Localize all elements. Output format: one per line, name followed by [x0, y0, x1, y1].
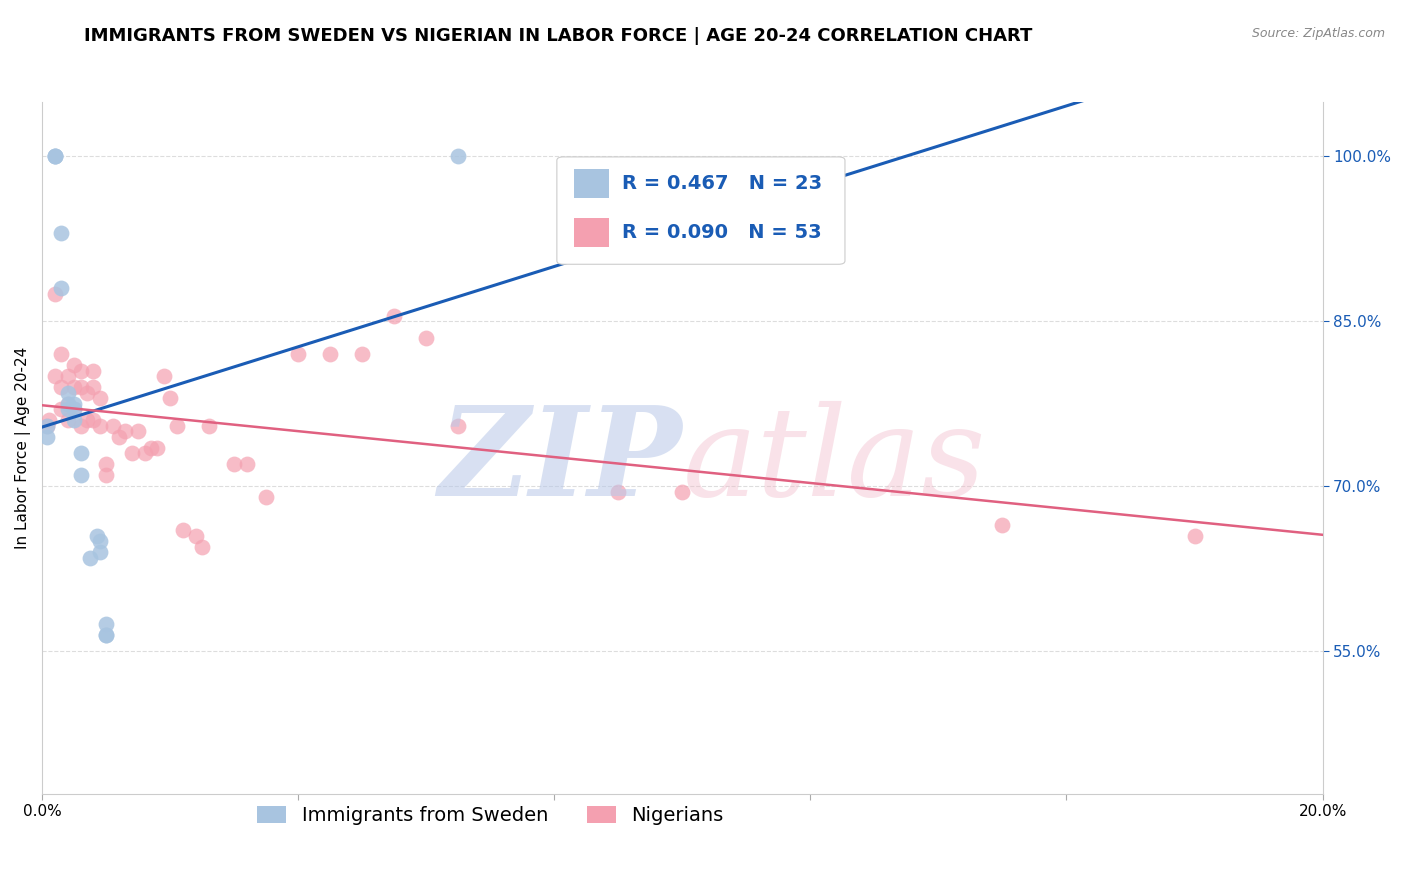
Point [152, 369, 174, 384]
Point [236, 457, 259, 471]
Point [79, 550, 101, 565]
FancyBboxPatch shape [574, 169, 609, 199]
Point [38, 413, 60, 427]
Point [37, 418, 59, 433]
Point [69, 468, 91, 483]
Point [37, 430, 59, 444]
Point [82, 413, 104, 427]
Point [51, 347, 73, 361]
Point [44, 149, 66, 163]
Point [56, 397, 79, 411]
Point [101, 418, 124, 433]
Point [56, 402, 79, 417]
Point [991, 517, 1014, 532]
Point [37, 418, 59, 433]
Point [146, 441, 169, 455]
Point [89, 545, 111, 559]
Point [69, 446, 91, 460]
Point [44, 369, 66, 384]
Point [86, 529, 108, 543]
Point [69, 364, 91, 378]
Point [254, 490, 277, 504]
Point [127, 425, 149, 439]
Text: atlas: atlas [682, 401, 986, 523]
FancyBboxPatch shape [574, 218, 609, 247]
Point [191, 540, 214, 554]
Point [94, 627, 117, 641]
Point [56, 369, 79, 384]
Point [447, 418, 470, 433]
Point [197, 418, 219, 433]
Point [172, 523, 194, 537]
Point [44, 149, 66, 163]
Point [352, 347, 374, 361]
Point [63, 402, 86, 417]
Point [63, 413, 86, 427]
Point [415, 331, 437, 345]
Point [287, 347, 309, 361]
Point [108, 430, 131, 444]
Point [319, 347, 342, 361]
Point [114, 425, 136, 439]
Point [89, 392, 111, 406]
Text: R = 0.090   N = 53: R = 0.090 N = 53 [623, 223, 821, 242]
Point [51, 402, 73, 417]
Point [82, 380, 104, 394]
Point [89, 534, 111, 549]
Point [51, 281, 73, 295]
Point [94, 468, 117, 483]
Point [671, 484, 693, 499]
Point [56, 385, 79, 400]
Point [51, 227, 73, 241]
Point [76, 385, 98, 400]
Point [63, 402, 86, 417]
Point [184, 529, 207, 543]
Point [94, 616, 117, 631]
Point [89, 418, 111, 433]
Point [139, 441, 162, 455]
Point [134, 446, 156, 460]
Point [121, 446, 143, 460]
Point [1184, 529, 1206, 543]
Point [56, 413, 79, 427]
Point [69, 418, 91, 433]
Point [166, 418, 188, 433]
Point [447, 149, 470, 163]
Point [56, 397, 79, 411]
Point [382, 309, 405, 323]
Text: R = 0.467   N = 23: R = 0.467 N = 23 [623, 175, 823, 194]
Text: Source: ZipAtlas.com: Source: ZipAtlas.com [1251, 27, 1385, 40]
Point [44, 286, 66, 301]
Point [63, 359, 86, 373]
Point [607, 484, 630, 499]
Point [94, 627, 117, 641]
Point [82, 364, 104, 378]
Y-axis label: In Labor Force | Age 20-24: In Labor Force | Age 20-24 [15, 347, 31, 549]
Text: ZIP: ZIP [439, 401, 682, 523]
Point [224, 457, 246, 471]
Legend: Immigrants from Sweden, Nigerians: Immigrants from Sweden, Nigerians [249, 797, 731, 833]
Point [63, 380, 86, 394]
Point [69, 380, 91, 394]
Point [63, 397, 86, 411]
Text: IMMIGRANTS FROM SWEDEN VS NIGERIAN IN LABOR FORCE | AGE 20-24 CORRELATION CHART: IMMIGRANTS FROM SWEDEN VS NIGERIAN IN LA… [84, 27, 1033, 45]
Point [44, 149, 66, 163]
Point [51, 380, 73, 394]
FancyBboxPatch shape [557, 157, 845, 264]
Point [76, 413, 98, 427]
Point [94, 457, 117, 471]
Point [159, 392, 181, 406]
